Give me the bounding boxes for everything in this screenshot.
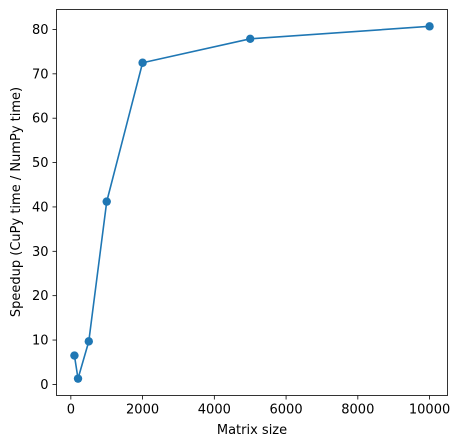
data-point [425, 22, 434, 31]
y-tick-label: 30 [32, 245, 49, 260]
y-axis-label: Speedup (CuPy time / NumPy time) [9, 87, 24, 317]
y-tick-label: 80 [32, 23, 49, 38]
x-tick-label: 2000 [126, 403, 159, 418]
x-tick-label: 0 [67, 403, 75, 418]
plot-area-frame [56, 9, 448, 396]
y-tick-label: 40 [32, 200, 49, 215]
series-layer [70, 22, 434, 383]
x-tick-label: 6000 [270, 403, 303, 418]
y-tick-label: 10 [32, 334, 49, 349]
x-tick-label: 8000 [341, 403, 374, 418]
y-tick-label: 0 [40, 378, 48, 393]
data-point [73, 374, 83, 383]
y-tick-label: 50 [32, 156, 49, 171]
y-tick-label: 70 [32, 67, 49, 82]
y-tick-label: 20 [32, 289, 49, 304]
y-axis-ticks: 0 10 20 30 40 50 60 70 80 [32, 23, 57, 393]
speedup-line [73, 25, 430, 380]
x-tick-label: 10000 [409, 403, 450, 418]
data-point [84, 337, 93, 346]
x-axis-label: Matrix size [217, 423, 287, 438]
data-point [138, 58, 147, 67]
data-point [102, 197, 111, 206]
data-point [70, 351, 79, 360]
x-axis-ticks: 0 2000 4000 6000 8000 10000 [67, 395, 450, 418]
x-tick-label: 4000 [198, 403, 231, 418]
y-tick-label: 60 [32, 112, 49, 127]
data-point [246, 34, 255, 43]
